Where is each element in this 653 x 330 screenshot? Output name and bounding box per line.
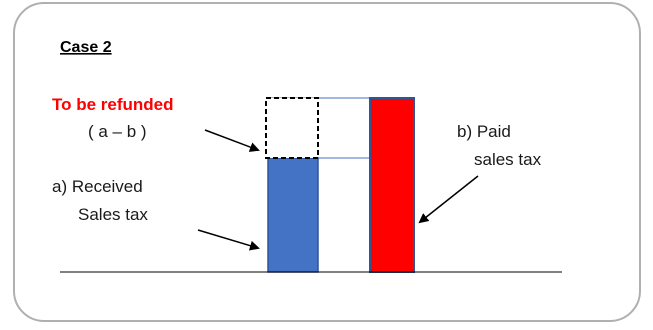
received-label-line1: a) Received [52, 177, 143, 196]
diagram-frame [13, 2, 641, 322]
refund-arrow [204, 129, 260, 152]
paid-arrow [418, 175, 479, 224]
received-sales-tax-bar [267, 157, 319, 273]
received-label-line2: Sales tax [78, 205, 148, 224]
received-arrow [197, 229, 260, 251]
refund-formula: ( a – b ) [88, 122, 147, 141]
refund-label: To be refunded [52, 95, 174, 114]
paid-label-line2: sales tax [474, 150, 542, 169]
paid-label-line1: b) Paid [457, 122, 511, 141]
case-title: Case 2 [60, 39, 112, 56]
refund-dashed-box [265, 97, 319, 159]
paid-sales-tax-bar [369, 97, 415, 273]
